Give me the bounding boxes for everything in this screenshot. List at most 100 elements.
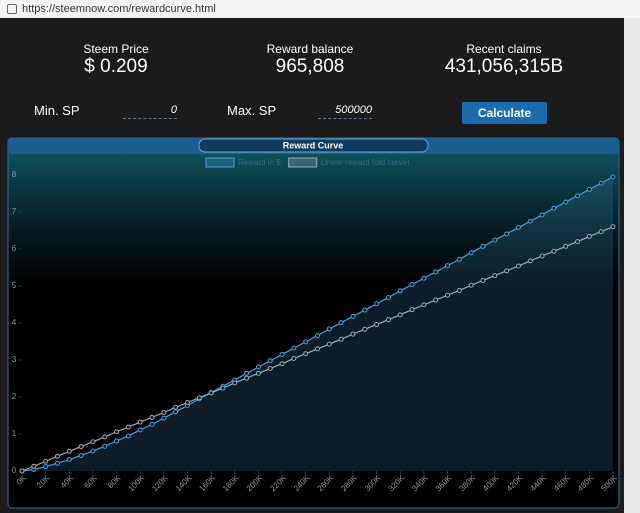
point <box>350 331 356 337</box>
legend-label: Linear reward (old curve) <box>321 158 410 167</box>
text-input[interactable]: 500000 <box>318 104 372 119</box>
y-tick-label: 6 <box>12 244 17 253</box>
point <box>610 174 616 180</box>
stat: Reward balance 965,808 <box>210 42 410 78</box>
point <box>232 380 238 386</box>
point <box>338 336 344 342</box>
point <box>149 414 155 420</box>
point <box>421 302 427 308</box>
stat: Steem Price $ 0.209 <box>16 42 216 78</box>
y-tick-label: 8 <box>12 170 17 179</box>
point <box>480 277 486 283</box>
point <box>66 457 72 463</box>
point <box>90 448 96 454</box>
point <box>19 468 25 474</box>
point <box>255 364 261 370</box>
y-tick-label: 1 <box>12 429 17 438</box>
point <box>279 351 285 357</box>
point <box>196 395 202 401</box>
point <box>244 370 250 376</box>
chart-title-box <box>198 138 429 153</box>
input-label: Max. SP <box>227 103 277 118</box>
url-bar[interactable]: https://steemnow.com/rewardcurve.html <box>0 0 640 18</box>
point <box>433 297 439 303</box>
point <box>586 186 592 192</box>
point <box>515 225 521 231</box>
y-tick-label: 5 <box>12 281 17 290</box>
point <box>244 375 250 381</box>
legend-swatch <box>205 157 235 168</box>
text-input[interactable]: 0 <box>123 104 177 119</box>
point <box>385 294 391 300</box>
stat-value: 431,056,315B <box>444 56 564 77</box>
point <box>114 438 120 444</box>
point <box>397 288 403 294</box>
point <box>326 326 332 332</box>
point <box>315 346 320 352</box>
point <box>598 180 604 186</box>
point <box>125 433 131 439</box>
point <box>480 243 486 249</box>
y-tick-label: 2 <box>12 392 17 401</box>
point <box>409 307 415 313</box>
point <box>267 366 273 372</box>
stat-label: Reward balance <box>266 42 354 56</box>
point <box>586 233 592 239</box>
point <box>350 313 356 319</box>
point <box>102 434 108 440</box>
point <box>255 370 261 376</box>
y-tick-label: 4 <box>12 318 17 327</box>
point <box>78 452 84 458</box>
point <box>303 351 309 357</box>
calculate-button[interactable]: Calculate <box>462 102 547 124</box>
point <box>539 212 545 218</box>
point <box>114 429 120 435</box>
point <box>161 410 167 416</box>
point <box>78 444 84 450</box>
point <box>468 250 474 256</box>
chart-title: Reward Curve <box>283 140 344 150</box>
lock-icon <box>7 4 17 14</box>
point <box>421 275 427 281</box>
point <box>161 415 167 421</box>
point <box>551 248 557 254</box>
legend-swatch <box>288 157 318 168</box>
point <box>125 424 131 430</box>
point <box>409 282 415 288</box>
point <box>456 256 462 262</box>
point <box>397 312 403 318</box>
point <box>598 229 604 235</box>
point <box>504 268 510 274</box>
point <box>374 321 380 327</box>
point <box>338 320 344 326</box>
point <box>149 421 155 427</box>
point <box>54 453 60 459</box>
point <box>291 356 297 362</box>
point <box>102 443 108 449</box>
y-tick-label: 7 <box>12 207 17 216</box>
point <box>90 439 96 445</box>
area <box>22 176 613 471</box>
point <box>66 448 72 454</box>
point <box>362 307 368 313</box>
stat: Recent claims 431,056,315B <box>404 42 604 78</box>
stat-value: 965,808 <box>275 56 345 77</box>
scrollbar[interactable] <box>624 18 640 513</box>
point <box>208 390 214 396</box>
point <box>563 199 569 205</box>
point <box>539 253 545 259</box>
point <box>575 239 581 245</box>
point <box>504 231 510 237</box>
point <box>31 463 37 469</box>
point <box>527 258 533 264</box>
y-tick-label: 0 <box>12 466 17 475</box>
y-tick-label: 3 <box>12 355 17 364</box>
point <box>492 237 498 243</box>
point <box>54 460 60 466</box>
point <box>173 409 179 415</box>
point <box>551 205 557 211</box>
point <box>173 404 179 410</box>
point <box>385 317 391 323</box>
input-label: Min. SP <box>34 103 80 118</box>
point <box>137 419 143 425</box>
